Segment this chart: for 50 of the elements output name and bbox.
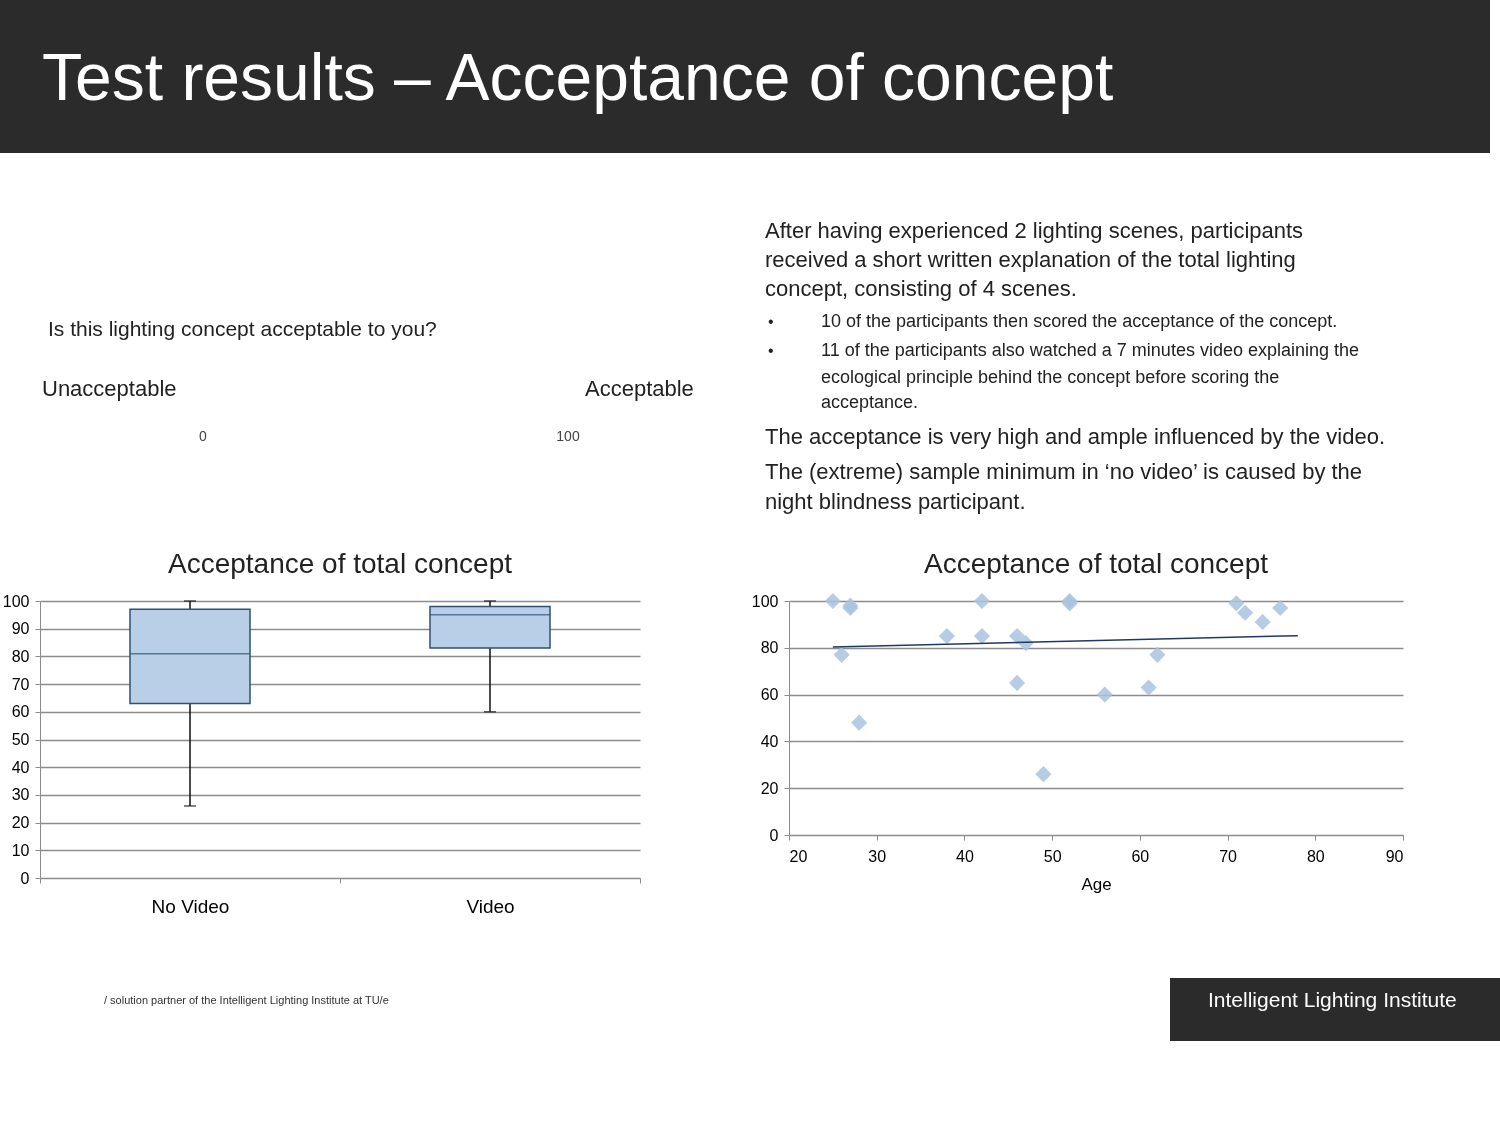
y-tick-label: 20 xyxy=(11,814,30,832)
x-tick-label: 70 xyxy=(1219,847,1238,865)
y-tick-label: 70 xyxy=(11,675,30,693)
y-tick-label: 60 xyxy=(11,703,30,721)
text: Is this lighting concept acceptable to you? xyxy=(48,317,437,340)
text: After having experienced 2 lighting scenes, participants xyxy=(765,218,1304,243)
x-tick-label: Video xyxy=(466,895,515,917)
y-tick-label: 0 xyxy=(769,826,779,844)
text: ecological principle behind the concept before scoring the xyxy=(821,367,1280,387)
y-tick-label: 40 xyxy=(11,758,30,776)
text: concept, consisting of 4 scenes. xyxy=(765,276,1077,301)
text: 100 xyxy=(556,428,580,444)
y-tick-label: 100 xyxy=(751,592,779,610)
text: night blindness participant. xyxy=(765,489,1026,514)
y-tick-label: 50 xyxy=(11,731,30,748)
x-tick-label: No Video xyxy=(151,895,230,917)
text: The (extreme) sample minimum in ‘no video’ is caused by the xyxy=(765,459,1363,484)
y-tick-label: 40 xyxy=(760,732,779,750)
text: The acceptance is very high and ample influenced by the video. xyxy=(765,424,1386,449)
y-tick-label: 80 xyxy=(11,647,30,665)
chart-title: Acceptance of total concept xyxy=(168,548,513,579)
text: received a short written explanation of the total lighting xyxy=(765,247,1296,272)
x-tick-label: 80 xyxy=(1306,847,1325,865)
text: Acceptable xyxy=(585,376,694,401)
text: 11 of the participants also watched a 7 minutes video explaining the xyxy=(821,340,1360,360)
text: 0 xyxy=(199,428,208,444)
text: Intelligent Lighting Institute xyxy=(1208,988,1457,1011)
y-tick-label: 90 xyxy=(11,620,30,638)
y-tick-label: 10 xyxy=(11,841,30,859)
text: acceptance. xyxy=(821,392,919,412)
x-tick-label: 30 xyxy=(868,847,887,865)
chart-title: Acceptance of total concept xyxy=(924,547,1269,579)
text: • xyxy=(768,342,774,359)
text: / solution partner of the Intelligent Lighting Institute at TU/e xyxy=(104,994,389,1006)
text: Test results – Acceptance of concept xyxy=(42,40,1114,114)
x-tick-label: 20 xyxy=(789,847,808,865)
y-tick-label: 80 xyxy=(760,639,779,657)
x-tick-label: 40 xyxy=(956,847,974,865)
x-tick-label: 90 xyxy=(1385,847,1404,865)
x-axis-title: Age xyxy=(1081,874,1112,894)
y-tick-label: 100 xyxy=(2,592,30,610)
y-tick-label: 0 xyxy=(20,869,30,887)
y-tick-label: 20 xyxy=(760,779,779,797)
text: 10 of the participants then scored the acceptance of the concept. xyxy=(821,311,1338,331)
y-tick-label: 60 xyxy=(760,686,779,704)
text: • xyxy=(768,313,774,330)
y-tick-label: 30 xyxy=(11,786,30,804)
x-tick-label: 60 xyxy=(1131,847,1150,865)
text: Unacceptable xyxy=(42,376,177,401)
x-tick-label: 50 xyxy=(1043,847,1062,865)
